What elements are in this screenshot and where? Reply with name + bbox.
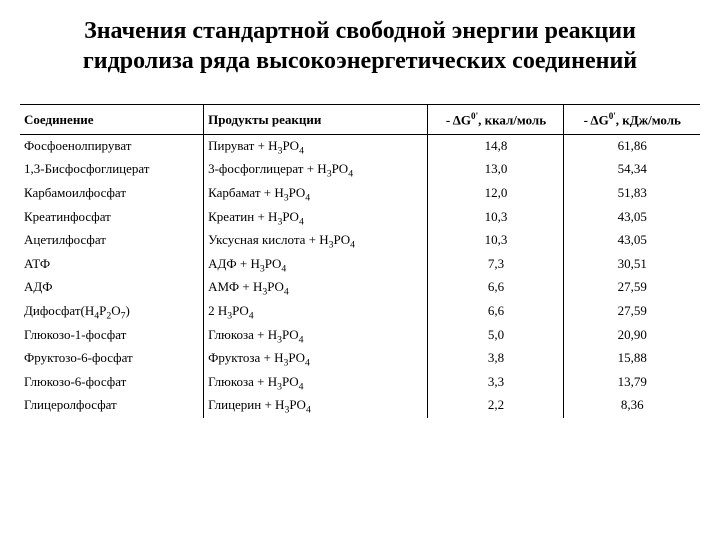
table-row: 1,3-Бисфосфоглицерат3-фосфоглицерат + H3…: [20, 159, 700, 183]
col-kj: - ΔG0', кДж/моль: [564, 105, 700, 135]
cell-kcal: 10,3: [428, 230, 564, 254]
cell-kj: 13,79: [564, 371, 700, 395]
table-row: АДФАМФ + H3PO46,627,59: [20, 277, 700, 301]
cell-compound: Креатинфосфат: [20, 206, 204, 230]
cell-kcal: 13,0: [428, 159, 564, 183]
cell-compound: АДФ: [20, 277, 204, 301]
cell-kj: 61,86: [564, 135, 700, 159]
cell-kcal: 12,0: [428, 183, 564, 207]
cell-kj: 43,05: [564, 206, 700, 230]
table-row: ФосфоенолпируватПируват + H3PO414,861,86: [20, 135, 700, 159]
table-row: КреатинфосфатКреатин + H3PO410,343,05: [20, 206, 700, 230]
cell-compound: Глюкозо-1-фосфат: [20, 324, 204, 348]
cell-products: 2 H3PO4: [204, 300, 428, 324]
cell-kcal: 3,8: [428, 348, 564, 372]
cell-compound: 1,3-Бисфосфоглицерат: [20, 159, 204, 183]
cell-kcal: 7,3: [428, 253, 564, 277]
col-kcal: - ΔG0', ккал/моль: [428, 105, 564, 135]
cell-products: АМФ + H3PO4: [204, 277, 428, 301]
cell-kcal: 5,0: [428, 324, 564, 348]
cell-kcal: 2,2: [428, 395, 564, 419]
cell-products: Карбамат + H3PO4: [204, 183, 428, 207]
table-row: Глюкозо-1-фосфатГлюкоза + H3PO45,020,90: [20, 324, 700, 348]
cell-compound: Ацетилфосфат: [20, 230, 204, 254]
col-compound: Соединение: [20, 105, 204, 135]
cell-kj: 43,05: [564, 230, 700, 254]
cell-kcal: 3,3: [428, 371, 564, 395]
cell-products: Глюкоза + H3PO4: [204, 371, 428, 395]
cell-kcal: 6,6: [428, 277, 564, 301]
cell-products: Фруктоза + H3PO4: [204, 348, 428, 372]
cell-products: Пируват + H3PO4: [204, 135, 428, 159]
page-title: Значения стандартной свободной энергии р…: [40, 16, 680, 76]
table-body: ФосфоенолпируватПируват + H3PO414,861,86…: [20, 135, 700, 419]
energy-table: Соединение Продукты реакции - ΔG0', ккал…: [20, 104, 700, 418]
col-products: Продукты реакции: [204, 105, 428, 135]
cell-compound: Фруктозо-6-фосфат: [20, 348, 204, 372]
table-row: Дифосфат(H4P2O7)2 H3PO46,627,59: [20, 300, 700, 324]
cell-compound: Дифосфат(H4P2O7): [20, 300, 204, 324]
table-header-row: Соединение Продукты реакции - ΔG0', ккал…: [20, 105, 700, 135]
cell-products: Креатин + H3PO4: [204, 206, 428, 230]
cell-compound: Фосфоенолпируват: [20, 135, 204, 159]
cell-compound: Глюкозо-6-фосфат: [20, 371, 204, 395]
cell-kj: 27,59: [564, 277, 700, 301]
cell-compound: Глицеролфосфат: [20, 395, 204, 419]
table-row: Глюкозо-6-фосфатГлюкоза + H3PO43,313,79: [20, 371, 700, 395]
cell-kcal: 14,8: [428, 135, 564, 159]
cell-kcal: 6,6: [428, 300, 564, 324]
cell-kj: 27,59: [564, 300, 700, 324]
cell-products: Уксусная кислота + H3PO4: [204, 230, 428, 254]
cell-kj: 30,51: [564, 253, 700, 277]
cell-kj: 8,36: [564, 395, 700, 419]
cell-kj: 20,90: [564, 324, 700, 348]
table-row: ГлицеролфосфатГлицерин + H3PO42,28,36: [20, 395, 700, 419]
table-row: АТФАДФ + H3PO47,330,51: [20, 253, 700, 277]
cell-products: Глицерин + H3PO4: [204, 395, 428, 419]
cell-kcal: 10,3: [428, 206, 564, 230]
cell-kj: 51,83: [564, 183, 700, 207]
cell-kj: 15,88: [564, 348, 700, 372]
cell-compound: Карбамоилфосфат: [20, 183, 204, 207]
cell-kj: 54,34: [564, 159, 700, 183]
table-row: Фруктозо-6-фосфатФруктоза + H3PO43,815,8…: [20, 348, 700, 372]
cell-products: АДФ + H3PO4: [204, 253, 428, 277]
table-row: КарбамоилфосфатКарбамат + H3PO412,051,83: [20, 183, 700, 207]
cell-products: Глюкоза + H3PO4: [204, 324, 428, 348]
table-row: АцетилфосфатУксусная кислота + H3PO410,3…: [20, 230, 700, 254]
cell-compound: АТФ: [20, 253, 204, 277]
cell-products: 3-фосфоглицерат + H3PO4: [204, 159, 428, 183]
